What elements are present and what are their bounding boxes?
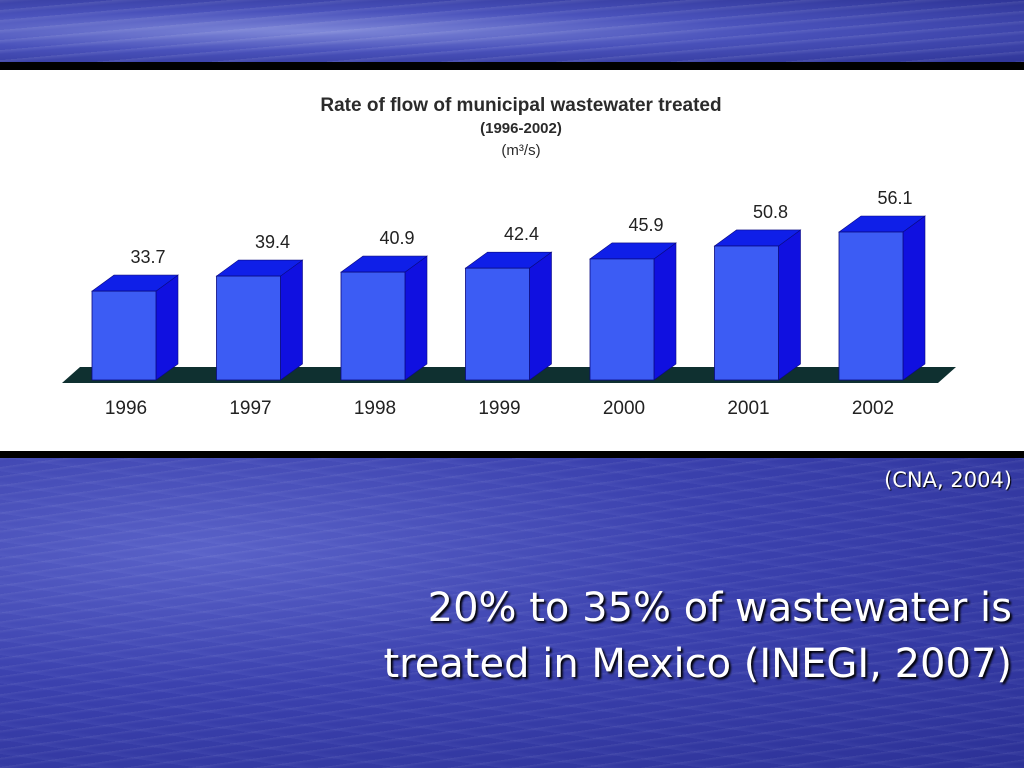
x-tick-label-1998: 1998: [354, 398, 396, 419]
chart-subtitle: (1996-2002): [480, 120, 562, 137]
bar-side-2001: [778, 229, 801, 381]
x-tick-label-2000: 2000: [603, 398, 645, 419]
chart-panel: Rate of flow of municipal wastewater tre…: [0, 70, 1024, 451]
water-background-bottom: [0, 458, 1024, 768]
bar-side-1998: [404, 255, 428, 381]
source-citation: (CNA, 2004): [884, 468, 1012, 492]
x-tick-label-1997: 1997: [229, 398, 271, 419]
divider-top: [0, 62, 1024, 70]
divider-bottom: [0, 451, 1024, 459]
bar-1996: [91, 290, 157, 381]
x-tick-label-1996: 1996: [105, 398, 147, 419]
headline-line-2: treated in Mexico (INEGI, 2007): [383, 641, 1012, 687]
bar-1998: [340, 271, 406, 381]
bar-side-2002: [902, 215, 926, 381]
water-background-top: [0, 0, 1024, 62]
bar-chart: Rate of flow of municipal wastewater tre…: [62, 95, 956, 419]
data-label-1998: 40.9: [379, 228, 414, 248]
chart-unit: (m³/s): [501, 142, 540, 159]
bar-2001: [714, 245, 779, 381]
data-label-1996: 33.7: [130, 247, 165, 267]
bar-side-1997: [280, 259, 303, 381]
headline-line-1: 20% to 35% of wastewater is: [427, 585, 1012, 631]
data-label-1997: 39.4: [255, 232, 290, 252]
slide-headline: 20% to 35% of wastewater is treated in M…: [232, 580, 1012, 692]
x-tick-label-2002: 2002: [852, 398, 894, 419]
bar-1997: [216, 275, 281, 381]
bar-2000: [589, 258, 655, 381]
data-label-2001: 50.8: [753, 202, 788, 222]
bar-side-1996: [155, 274, 179, 381]
data-label-2002: 56.1: [877, 188, 912, 208]
bar-side-1999: [529, 251, 552, 381]
bar-2002: [838, 231, 904, 381]
bar-side-2000: [653, 242, 677, 381]
bar-1999: [465, 267, 530, 381]
data-label-1999: 42.4: [504, 224, 539, 244]
chart-title: Rate of flow of municipal wastewater tre…: [320, 95, 721, 116]
x-tick-label-2001: 2001: [727, 398, 769, 419]
data-label-2000: 45.9: [628, 215, 663, 235]
x-tick-label-1999: 1999: [478, 398, 520, 419]
